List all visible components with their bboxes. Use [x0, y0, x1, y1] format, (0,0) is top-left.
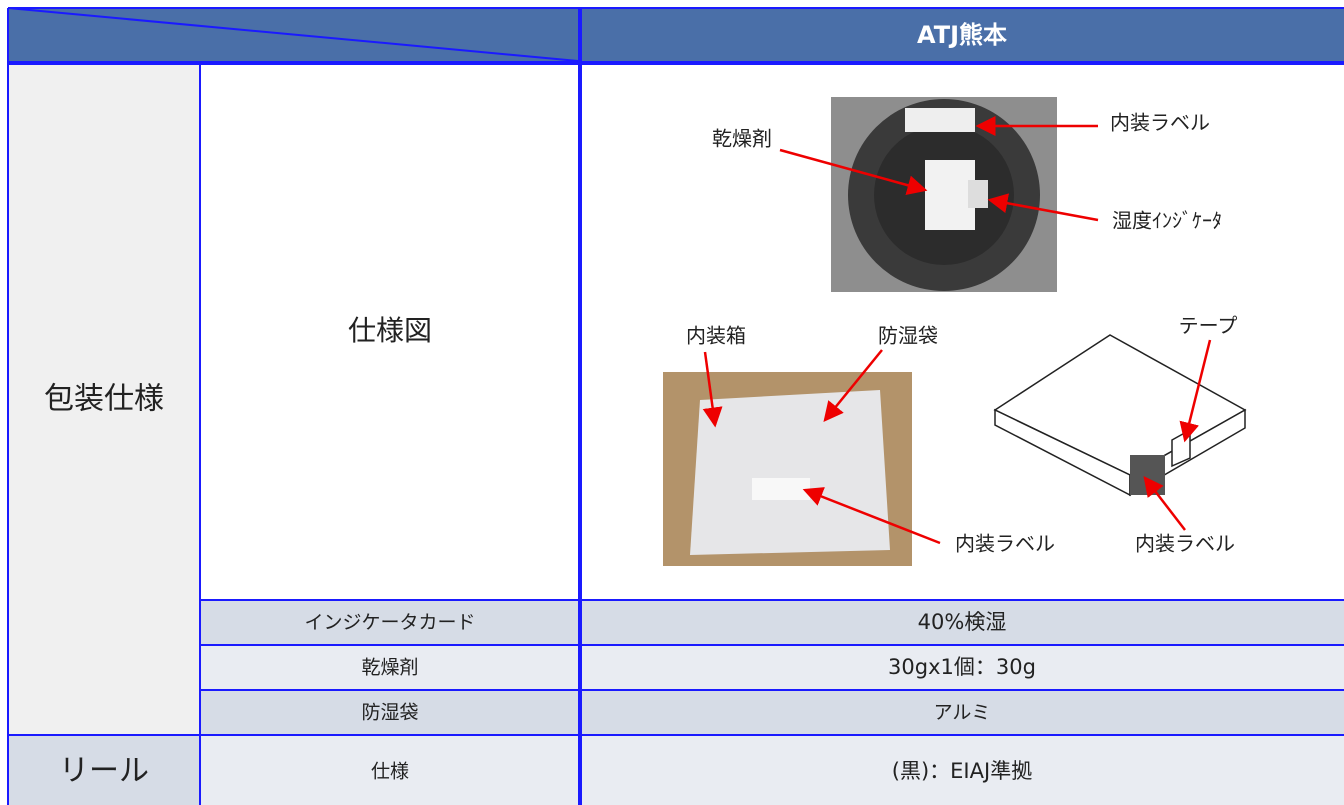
row-value: 30gx1個：30g: [888, 655, 1036, 679]
group-label: リール: [59, 754, 149, 789]
reel-photo: [831, 97, 1057, 292]
box-photo: [663, 372, 912, 566]
borders: [7, 7, 1344, 805]
group-label: 包装仕様: [44, 382, 164, 417]
row-value: 40%検湿: [918, 610, 1007, 634]
figure-label: 乾燥剤: [712, 127, 772, 151]
row-value: アルミ: [934, 702, 991, 724]
row-label: 仕様図: [348, 314, 432, 347]
row-label: 乾燥剤: [361, 657, 418, 679]
figure-label: 湿度ｲﾝｼﾞｹｰﾀ: [1112, 209, 1222, 233]
row-label: インジケータカード: [304, 612, 475, 634]
figure-label: 内装ラベル: [955, 532, 1055, 556]
row-label: 仕様: [371, 761, 409, 783]
row-value: (黒)：EIAJ準拠: [892, 759, 1032, 783]
figure-label: テープ: [1179, 314, 1238, 338]
figure-label: 内装箱: [686, 324, 746, 348]
figure-label: 内装ラベル: [1135, 532, 1235, 556]
arrows: [702, 116, 1212, 545]
figure-label: 防湿袋: [878, 324, 938, 348]
header-title: ATJ熊本: [917, 21, 1007, 49]
figure-label: 内装ラベル: [1110, 111, 1210, 135]
row-label: 防湿袋: [361, 702, 418, 724]
backgrounds: [8, 8, 1344, 805]
